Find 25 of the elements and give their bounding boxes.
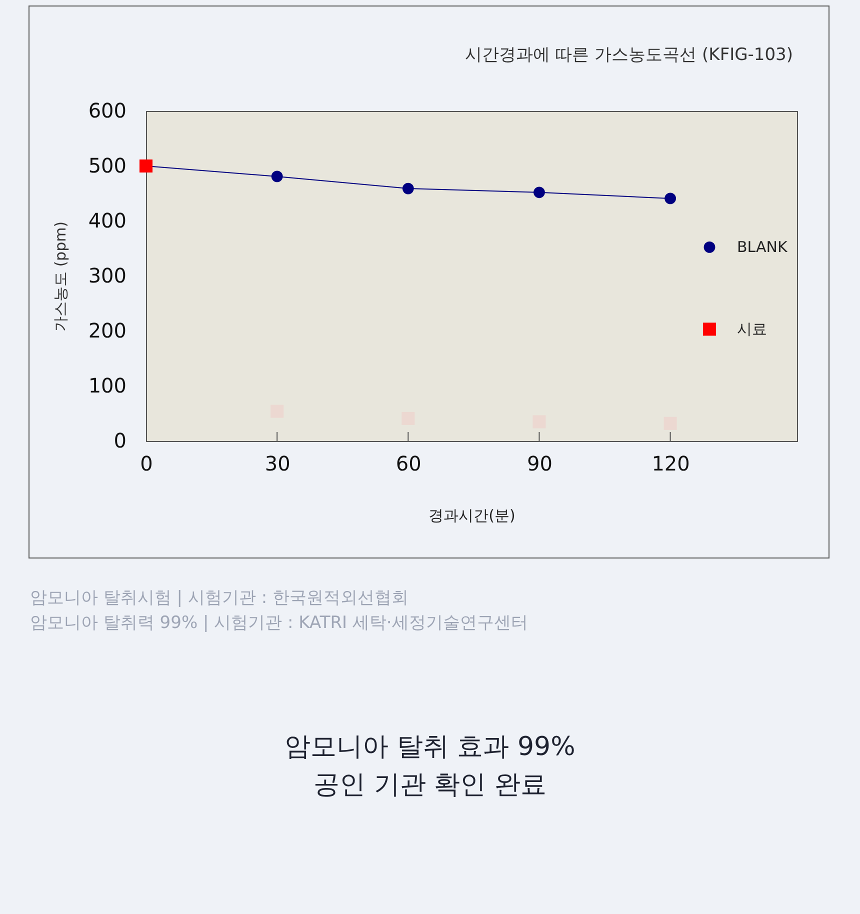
x-tick-label: 90 [526, 452, 552, 476]
text: 공인 기관 확인 완료 [314, 770, 546, 800]
chart-title: 시간경과에 따른 가스농도곡선 (KFIG-103) [464, 45, 793, 65]
y-tick-label: 600 [88, 98, 126, 122]
x-axis-title: 경과시간(분) [428, 506, 516, 524]
y-tick-label: 400 [88, 208, 126, 232]
y-tick-label: 100 [88, 374, 126, 398]
text: 암모니아 탈취 효과 99% [284, 732, 576, 762]
text: 암모니아 탈취력 99% | 시험기관 : KATRI 세탁·세정기술연구센터 [30, 613, 528, 633]
point [534, 186, 545, 198]
y-tick-label: 0 [114, 428, 126, 452]
legend-label: 시료 [737, 320, 767, 338]
point [271, 170, 283, 182]
y-tick-label: 200 [88, 318, 126, 342]
point [664, 192, 676, 204]
y-tick-label: 500 [88, 154, 126, 178]
x-tick-label: 30 [264, 452, 290, 476]
text: 암모니아 탈취시험 | 시험기관 : 한국원적외선협회 [30, 588, 408, 608]
y-tick-label: 300 [88, 264, 126, 288]
legend-label: BLANK [737, 238, 788, 256]
y-axis-title: 가스농도 (ppm) [51, 221, 70, 332]
x-tick-label: 0 [140, 452, 153, 476]
x-tick-label: 60 [396, 452, 422, 476]
point [402, 182, 414, 194]
x-tick-label: 120 [652, 452, 690, 476]
